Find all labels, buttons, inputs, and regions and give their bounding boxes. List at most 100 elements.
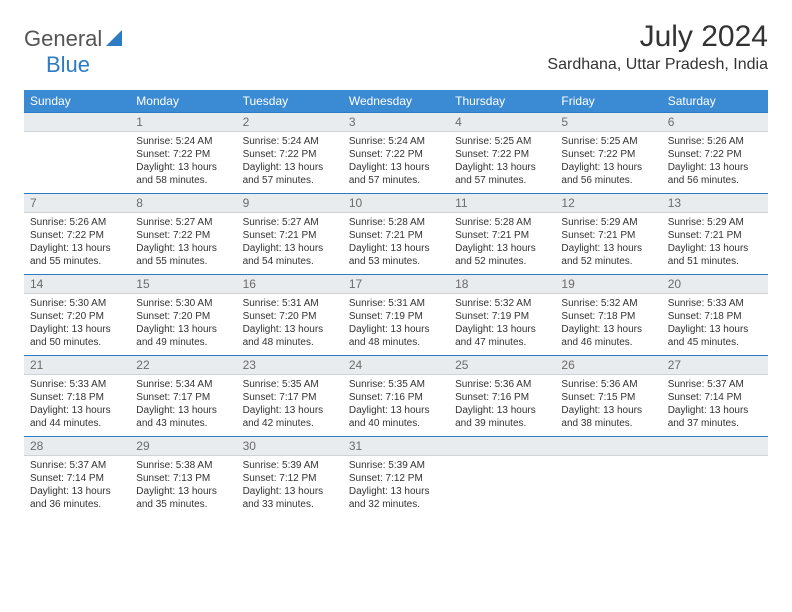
day-line: Sunrise: 5:36 AM [561,378,655,391]
day-number: 6 [662,112,768,132]
day-line: Sunset: 7:17 PM [243,391,337,404]
day-line: Sunrise: 5:26 AM [668,135,762,148]
calendar-cell: 4Sunrise: 5:25 AMSunset: 7:22 PMDaylight… [449,112,555,193]
day-body: Sunrise: 5:36 AMSunset: 7:15 PMDaylight:… [555,375,661,436]
calendar-cell [662,436,768,517]
day-line: Daylight: 13 hours [561,242,655,255]
day-line: Sunrise: 5:31 AM [349,297,443,310]
day-line: and 51 minutes. [668,255,762,268]
day-line: Daylight: 13 hours [561,323,655,336]
day-line: Sunset: 7:18 PM [668,310,762,323]
day-line: Sunrise: 5:36 AM [455,378,549,391]
day-body: Sunrise: 5:25 AMSunset: 7:22 PMDaylight:… [555,132,661,193]
day-line: Sunrise: 5:35 AM [349,378,443,391]
day-line: and 36 minutes. [30,498,124,511]
day-line: and 52 minutes. [561,255,655,268]
day-line: and 53 minutes. [349,255,443,268]
day-header: Wednesday [343,90,449,112]
day-number: 18 [449,274,555,294]
day-number: 11 [449,193,555,213]
day-line: Sunset: 7:19 PM [455,310,549,323]
day-body: Sunrise: 5:31 AMSunset: 7:19 PMDaylight:… [343,294,449,355]
day-line: Sunrise: 5:35 AM [243,378,337,391]
day-line: Sunrise: 5:28 AM [455,216,549,229]
day-line: Daylight: 13 hours [349,404,443,417]
day-line: Daylight: 13 hours [243,323,337,336]
day-line: Daylight: 13 hours [668,161,762,174]
sail-icon [106,26,126,52]
calendar-cell [555,436,661,517]
calendar-cell: 1Sunrise: 5:24 AMSunset: 7:22 PMDaylight… [130,112,236,193]
calendar-cell: 14Sunrise: 5:30 AMSunset: 7:20 PMDayligh… [24,274,130,355]
day-line: Daylight: 13 hours [30,323,124,336]
day-line: Sunset: 7:18 PM [561,310,655,323]
day-line: Daylight: 13 hours [455,404,549,417]
day-number: 15 [130,274,236,294]
brand-sub: Blue [24,52,768,78]
day-body: Sunrise: 5:32 AMSunset: 7:18 PMDaylight:… [555,294,661,355]
day-line: and 35 minutes. [136,498,230,511]
day-body [449,456,555,465]
day-body [662,456,768,465]
day-line: Sunset: 7:22 PM [136,148,230,161]
calendar-cell: 21Sunrise: 5:33 AMSunset: 7:18 PMDayligh… [24,355,130,436]
day-line: Sunrise: 5:30 AM [30,297,124,310]
day-line: Sunrise: 5:26 AM [30,216,124,229]
day-body: Sunrise: 5:30 AMSunset: 7:20 PMDaylight:… [130,294,236,355]
day-line: Sunrise: 5:25 AM [561,135,655,148]
day-line: Sunset: 7:21 PM [668,229,762,242]
day-body: Sunrise: 5:24 AMSunset: 7:22 PMDaylight:… [130,132,236,193]
calendar-cell: 6Sunrise: 5:26 AMSunset: 7:22 PMDaylight… [662,112,768,193]
calendar-cell: 7Sunrise: 5:26 AMSunset: 7:22 PMDaylight… [24,193,130,274]
day-number: 29 [130,436,236,456]
day-header-row: SundayMondayTuesdayWednesdayThursdayFrid… [24,90,768,112]
calendar-table: SundayMondayTuesdayWednesdayThursdayFrid… [24,90,768,517]
day-line: Daylight: 13 hours [30,242,124,255]
day-line: and 57 minutes. [243,174,337,187]
day-line: Daylight: 13 hours [349,161,443,174]
calendar-cell: 24Sunrise: 5:35 AMSunset: 7:16 PMDayligh… [343,355,449,436]
calendar-cell: 15Sunrise: 5:30 AMSunset: 7:20 PMDayligh… [130,274,236,355]
day-line: Daylight: 13 hours [30,485,124,498]
day-line: Sunrise: 5:29 AM [561,216,655,229]
day-number: 8 [130,193,236,213]
day-line: Daylight: 13 hours [243,485,337,498]
day-number: 21 [24,355,130,375]
day-number: 27 [662,355,768,375]
day-header: Saturday [662,90,768,112]
day-line: and 55 minutes. [30,255,124,268]
day-line: and 40 minutes. [349,417,443,430]
day-number: 25 [449,355,555,375]
day-number: 19 [555,274,661,294]
day-line: and 46 minutes. [561,336,655,349]
day-line: and 33 minutes. [243,498,337,511]
day-line: Daylight: 13 hours [136,485,230,498]
day-number: 20 [662,274,768,294]
day-line: and 48 minutes. [243,336,337,349]
calendar-cell: 25Sunrise: 5:36 AMSunset: 7:16 PMDayligh… [449,355,555,436]
day-line: and 42 minutes. [243,417,337,430]
day-line: Sunset: 7:20 PM [243,310,337,323]
day-body: Sunrise: 5:35 AMSunset: 7:16 PMDaylight:… [343,375,449,436]
calendar-row: 14Sunrise: 5:30 AMSunset: 7:20 PMDayligh… [24,274,768,355]
day-line: Sunset: 7:22 PM [349,148,443,161]
day-body [555,456,661,465]
day-line: and 55 minutes. [136,255,230,268]
day-body [24,132,130,141]
day-line: Sunrise: 5:28 AM [349,216,443,229]
day-line: Sunset: 7:12 PM [349,472,443,485]
day-line: Sunset: 7:21 PM [349,229,443,242]
day-header: Thursday [449,90,555,112]
day-line: Sunrise: 5:24 AM [136,135,230,148]
day-line: and 43 minutes. [136,417,230,430]
day-line: Daylight: 13 hours [455,161,549,174]
day-body: Sunrise: 5:32 AMSunset: 7:19 PMDaylight:… [449,294,555,355]
calendar-cell: 27Sunrise: 5:37 AMSunset: 7:14 PMDayligh… [662,355,768,436]
day-line: and 38 minutes. [561,417,655,430]
calendar-cell: 22Sunrise: 5:34 AMSunset: 7:17 PMDayligh… [130,355,236,436]
day-line: Daylight: 13 hours [136,161,230,174]
day-body: Sunrise: 5:33 AMSunset: 7:18 PMDaylight:… [24,375,130,436]
day-line: Daylight: 13 hours [668,323,762,336]
day-line: Sunrise: 5:39 AM [349,459,443,472]
day-line: Sunset: 7:17 PM [136,391,230,404]
